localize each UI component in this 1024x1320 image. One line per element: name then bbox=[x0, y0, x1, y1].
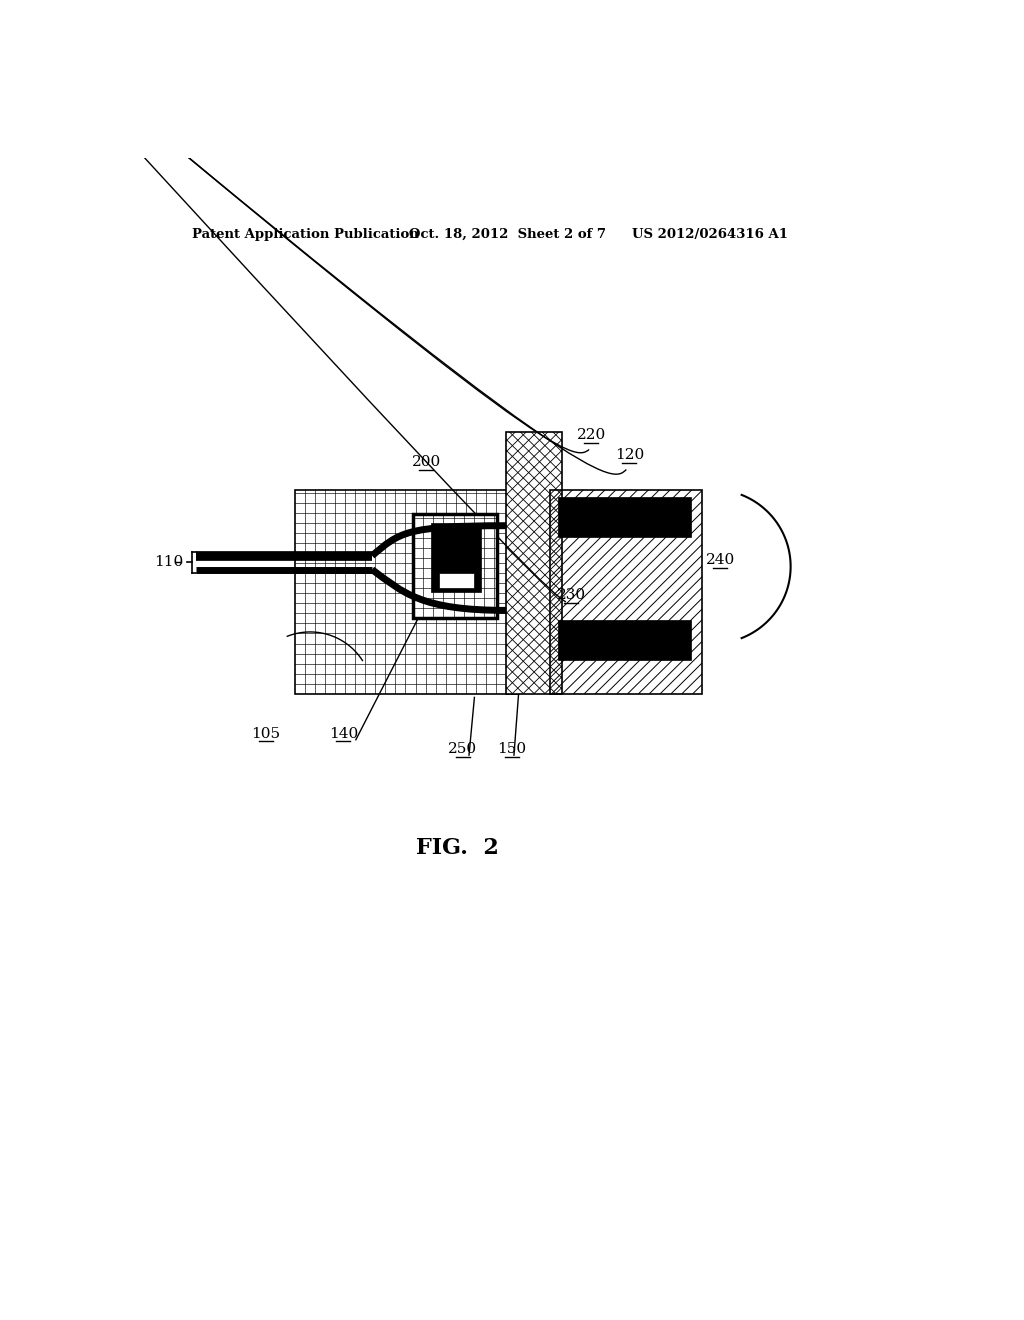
Text: Oct. 18, 2012  Sheet 2 of 7: Oct. 18, 2012 Sheet 2 of 7 bbox=[409, 227, 605, 240]
Text: 140: 140 bbox=[329, 726, 358, 741]
Bar bbox=[558, 498, 691, 537]
Text: FIG.  2: FIG. 2 bbox=[416, 837, 499, 859]
Text: 110: 110 bbox=[155, 554, 183, 569]
Bar bbox=[550, 490, 701, 693]
Text: 200: 200 bbox=[412, 455, 441, 470]
Text: 105: 105 bbox=[251, 726, 281, 741]
Bar bbox=[295, 490, 519, 693]
Text: 150: 150 bbox=[497, 742, 526, 756]
Bar bbox=[506, 432, 562, 693]
Text: 220: 220 bbox=[577, 428, 606, 442]
Bar bbox=[558, 620, 691, 660]
Text: 240: 240 bbox=[706, 553, 735, 568]
Bar bbox=[414, 515, 497, 618]
Text: US 2012/0264316 A1: US 2012/0264316 A1 bbox=[632, 227, 787, 240]
Text: 120: 120 bbox=[614, 447, 644, 462]
Text: 250: 250 bbox=[449, 742, 477, 756]
Bar bbox=[414, 515, 497, 618]
Bar bbox=[550, 490, 701, 693]
Bar bbox=[438, 573, 474, 589]
Bar bbox=[431, 523, 481, 591]
Text: Patent Application Publication: Patent Application Publication bbox=[191, 227, 418, 240]
Bar bbox=[506, 432, 562, 693]
Text: 230: 230 bbox=[557, 587, 586, 602]
